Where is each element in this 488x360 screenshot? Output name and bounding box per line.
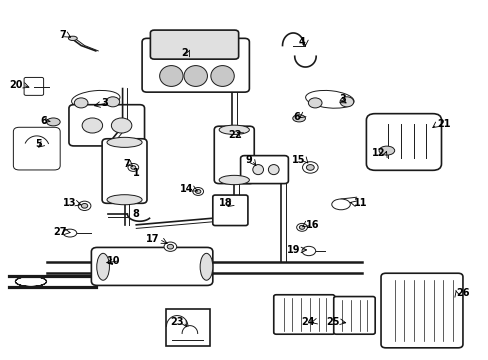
FancyBboxPatch shape (91, 247, 212, 285)
Text: 2: 2 (182, 48, 188, 58)
Ellipse shape (159, 66, 183, 86)
Ellipse shape (308, 98, 322, 108)
Text: 6: 6 (40, 116, 47, 126)
Ellipse shape (195, 189, 201, 193)
Text: 14: 14 (180, 184, 193, 194)
Text: 27: 27 (53, 227, 66, 237)
FancyBboxPatch shape (240, 156, 288, 184)
FancyBboxPatch shape (273, 295, 334, 334)
Text: 3: 3 (339, 94, 346, 104)
Text: 4: 4 (298, 37, 305, 47)
Text: 11: 11 (353, 198, 367, 208)
Text: 9: 9 (244, 155, 251, 165)
Text: 22: 22 (228, 130, 242, 140)
Ellipse shape (292, 115, 305, 122)
Ellipse shape (299, 225, 304, 229)
Ellipse shape (192, 188, 203, 195)
Ellipse shape (107, 137, 142, 147)
Ellipse shape (46, 118, 60, 126)
Text: 25: 25 (325, 317, 339, 327)
Ellipse shape (268, 165, 279, 175)
Ellipse shape (296, 224, 307, 231)
Ellipse shape (107, 195, 142, 205)
Text: 23: 23 (170, 317, 183, 327)
Text: 8: 8 (133, 209, 140, 219)
Ellipse shape (302, 162, 318, 173)
Text: 3: 3 (101, 98, 108, 108)
Ellipse shape (82, 118, 102, 133)
Ellipse shape (183, 66, 207, 86)
FancyBboxPatch shape (24, 77, 43, 95)
Ellipse shape (128, 163, 139, 171)
Ellipse shape (305, 90, 353, 108)
Ellipse shape (167, 244, 173, 249)
Ellipse shape (200, 253, 212, 280)
FancyBboxPatch shape (150, 30, 238, 59)
Ellipse shape (302, 246, 315, 256)
FancyBboxPatch shape (212, 195, 247, 226)
Ellipse shape (63, 229, 77, 237)
Ellipse shape (81, 203, 87, 208)
Text: 24: 24 (301, 317, 315, 327)
Ellipse shape (210, 66, 234, 86)
Bar (165, 309, 210, 346)
Text: 6: 6 (293, 112, 300, 122)
Ellipse shape (331, 199, 349, 210)
FancyBboxPatch shape (333, 297, 374, 334)
FancyBboxPatch shape (214, 126, 254, 184)
Ellipse shape (219, 175, 249, 185)
Ellipse shape (111, 118, 132, 133)
Ellipse shape (106, 97, 120, 107)
Text: 7: 7 (60, 30, 66, 40)
Ellipse shape (71, 90, 120, 108)
Text: 17: 17 (145, 234, 159, 244)
Text: 5: 5 (35, 139, 42, 149)
Text: 16: 16 (305, 220, 318, 230)
Text: 20: 20 (9, 80, 22, 90)
Ellipse shape (131, 166, 136, 169)
Ellipse shape (97, 253, 109, 280)
Text: 15: 15 (291, 155, 305, 165)
Ellipse shape (78, 201, 91, 211)
Text: 10: 10 (106, 256, 120, 266)
Text: 18: 18 (218, 198, 232, 208)
Ellipse shape (219, 125, 249, 134)
Ellipse shape (74, 98, 88, 108)
Text: 26: 26 (456, 288, 469, 298)
Text: 21: 21 (436, 120, 449, 129)
Text: 1: 1 (133, 168, 140, 178)
FancyBboxPatch shape (142, 39, 249, 92)
Text: 13: 13 (62, 198, 76, 208)
Ellipse shape (252, 165, 263, 175)
Ellipse shape (378, 146, 394, 155)
Text: 12: 12 (372, 148, 385, 158)
Ellipse shape (306, 165, 314, 170)
FancyBboxPatch shape (102, 139, 147, 203)
FancyBboxPatch shape (69, 105, 144, 146)
FancyBboxPatch shape (366, 114, 441, 170)
FancyBboxPatch shape (380, 273, 462, 348)
Ellipse shape (163, 242, 176, 251)
FancyBboxPatch shape (13, 127, 60, 170)
Ellipse shape (68, 36, 77, 41)
Text: 19: 19 (286, 245, 300, 255)
Text: 7: 7 (123, 159, 130, 169)
Ellipse shape (339, 97, 353, 107)
